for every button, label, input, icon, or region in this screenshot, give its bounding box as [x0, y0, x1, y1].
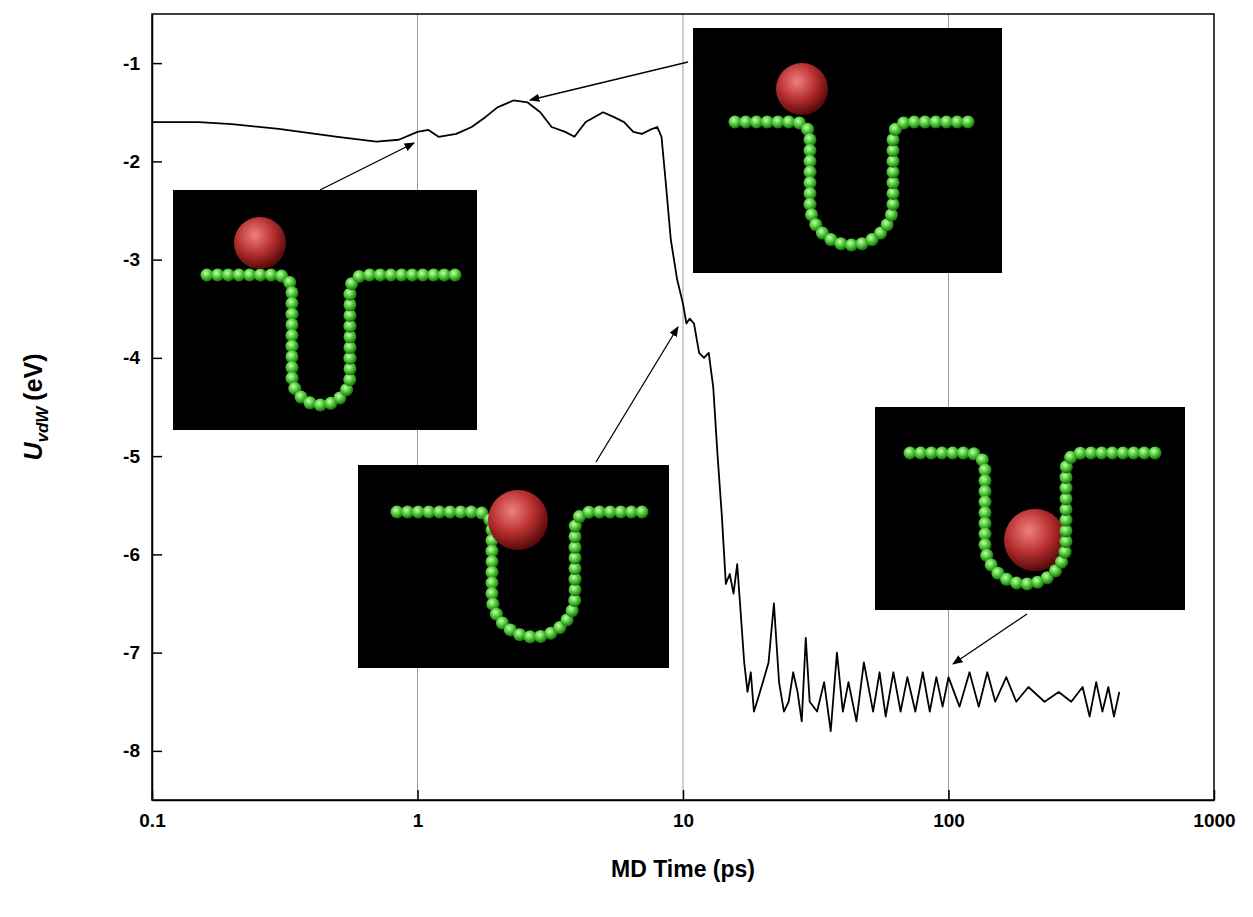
y-tick: -2: [123, 151, 162, 172]
arrow: [530, 62, 688, 100]
y-axis-title-sub: vdW: [33, 405, 52, 443]
inset: [358, 465, 669, 668]
y-tick-label: -3: [123, 249, 140, 270]
x-tick-mark: [417, 790, 419, 800]
y-tick-label: -5: [123, 446, 140, 467]
y-tick-mark: [152, 358, 162, 360]
inset-background: [875, 407, 1185, 610]
plot: 0.1 1 10 100 1000 -1 -2 -3 -4 -5 -6 -7 -8: [123, 14, 1236, 831]
chain-guide: [735, 122, 968, 245]
inset: [173, 190, 477, 430]
chain-guide: [207, 275, 455, 405]
arrow: [596, 327, 678, 462]
x-tick-label: 1000: [1193, 810, 1235, 831]
x-tick-mark: [683, 790, 685, 800]
inset-background: [173, 190, 477, 430]
fullerene: [488, 490, 548, 550]
x-tick-label: 100: [933, 810, 965, 831]
y-tick-label: -7: [123, 642, 140, 663]
y-axis-title-unit: (eV): [19, 353, 47, 400]
y-axis-line: [152, 15, 154, 801]
chart: 0.1 1 10 100 1000 -1 -2 -3 -4 -5 -6 -7 -8 MD Time (ps…: [0, 0, 1253, 917]
y-axis: -1 -2 -3 -4 -5 -6 -7 -8: [123, 15, 162, 801]
inset-background: [358, 465, 669, 668]
arrow: [953, 614, 1027, 664]
x-tick-label: 10: [673, 810, 694, 831]
y-tick: -4: [123, 347, 162, 368]
bead: [636, 506, 649, 519]
x-tick-mark: [1214, 790, 1216, 800]
y-tick-label: -2: [123, 151, 140, 172]
bead: [962, 116, 975, 129]
y-tick: -3: [123, 249, 162, 270]
x-tick: 10: [673, 790, 694, 831]
fullerene: [234, 217, 286, 269]
grid-line: [683, 14, 684, 800]
x-tick-mark: [948, 790, 950, 800]
x-tick: 100: [933, 790, 965, 831]
y-tick: -8: [123, 740, 162, 761]
x-axis-title: MD Time (ps): [611, 856, 755, 882]
y-tick-label: -1: [123, 53, 140, 74]
arrow: [320, 143, 414, 190]
y-axis-title-main: U: [19, 442, 47, 461]
y-tick-mark: [152, 63, 162, 65]
x-tick-label: 1: [413, 810, 424, 831]
y-tick-label: -8: [123, 740, 140, 761]
y-tick-mark: [152, 259, 162, 261]
y-tick-mark: [152, 554, 162, 556]
inset-background: [693, 28, 1002, 273]
fullerene: [776, 63, 828, 115]
chain-guide: [910, 453, 1155, 584]
plot-frame: [152, 14, 1214, 800]
inset: [693, 28, 1002, 273]
x-tick-label: 0.1: [139, 810, 166, 831]
y-tick-label: -6: [123, 544, 140, 565]
y-tick-mark: [152, 751, 162, 753]
x-tick: 1000: [1193, 790, 1235, 831]
y-tick-mark: [152, 456, 162, 458]
y-tick-mark: [152, 652, 162, 654]
y-tick: -5: [123, 446, 162, 467]
inset: [875, 407, 1185, 610]
y-tick: -1: [123, 53, 162, 74]
y-tick-mark: [152, 161, 162, 163]
bead: [1149, 447, 1162, 460]
bead: [449, 269, 462, 282]
y-tick-label: -4: [123, 347, 140, 368]
x-tick: 1: [413, 790, 424, 831]
y-tick: -7: [123, 642, 162, 663]
x-axis: 0.1 1 10 100 1000: [139, 790, 1235, 831]
y-axis-title: UvdW (eV): [19, 353, 52, 460]
y-tick: -6: [123, 544, 162, 565]
